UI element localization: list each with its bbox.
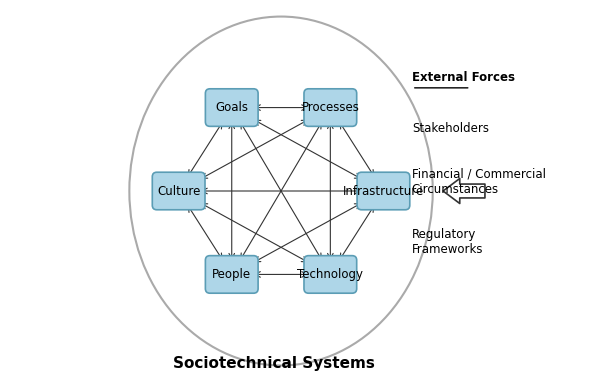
Text: Infrastructure: Infrastructure xyxy=(343,185,424,197)
FancyBboxPatch shape xyxy=(152,172,205,210)
FancyBboxPatch shape xyxy=(205,256,258,293)
Text: External Forces: External Forces xyxy=(412,71,515,84)
Text: Financial / Commercial
Circumstances: Financial / Commercial Circumstances xyxy=(412,168,546,196)
FancyBboxPatch shape xyxy=(205,89,258,126)
Text: People: People xyxy=(212,268,251,281)
FancyBboxPatch shape xyxy=(357,172,410,210)
Text: Sociotechnical Systems: Sociotechnical Systems xyxy=(173,356,374,371)
Text: Culture: Culture xyxy=(157,185,200,197)
FancyBboxPatch shape xyxy=(304,256,356,293)
Text: Stakeholders: Stakeholders xyxy=(412,122,489,135)
FancyArrowPatch shape xyxy=(443,178,485,204)
Text: Regulatory
Frameworks: Regulatory Frameworks xyxy=(412,228,484,256)
Text: Processes: Processes xyxy=(301,101,359,114)
Text: Technology: Technology xyxy=(298,268,364,281)
FancyBboxPatch shape xyxy=(304,89,356,126)
Text: Goals: Goals xyxy=(215,101,248,114)
